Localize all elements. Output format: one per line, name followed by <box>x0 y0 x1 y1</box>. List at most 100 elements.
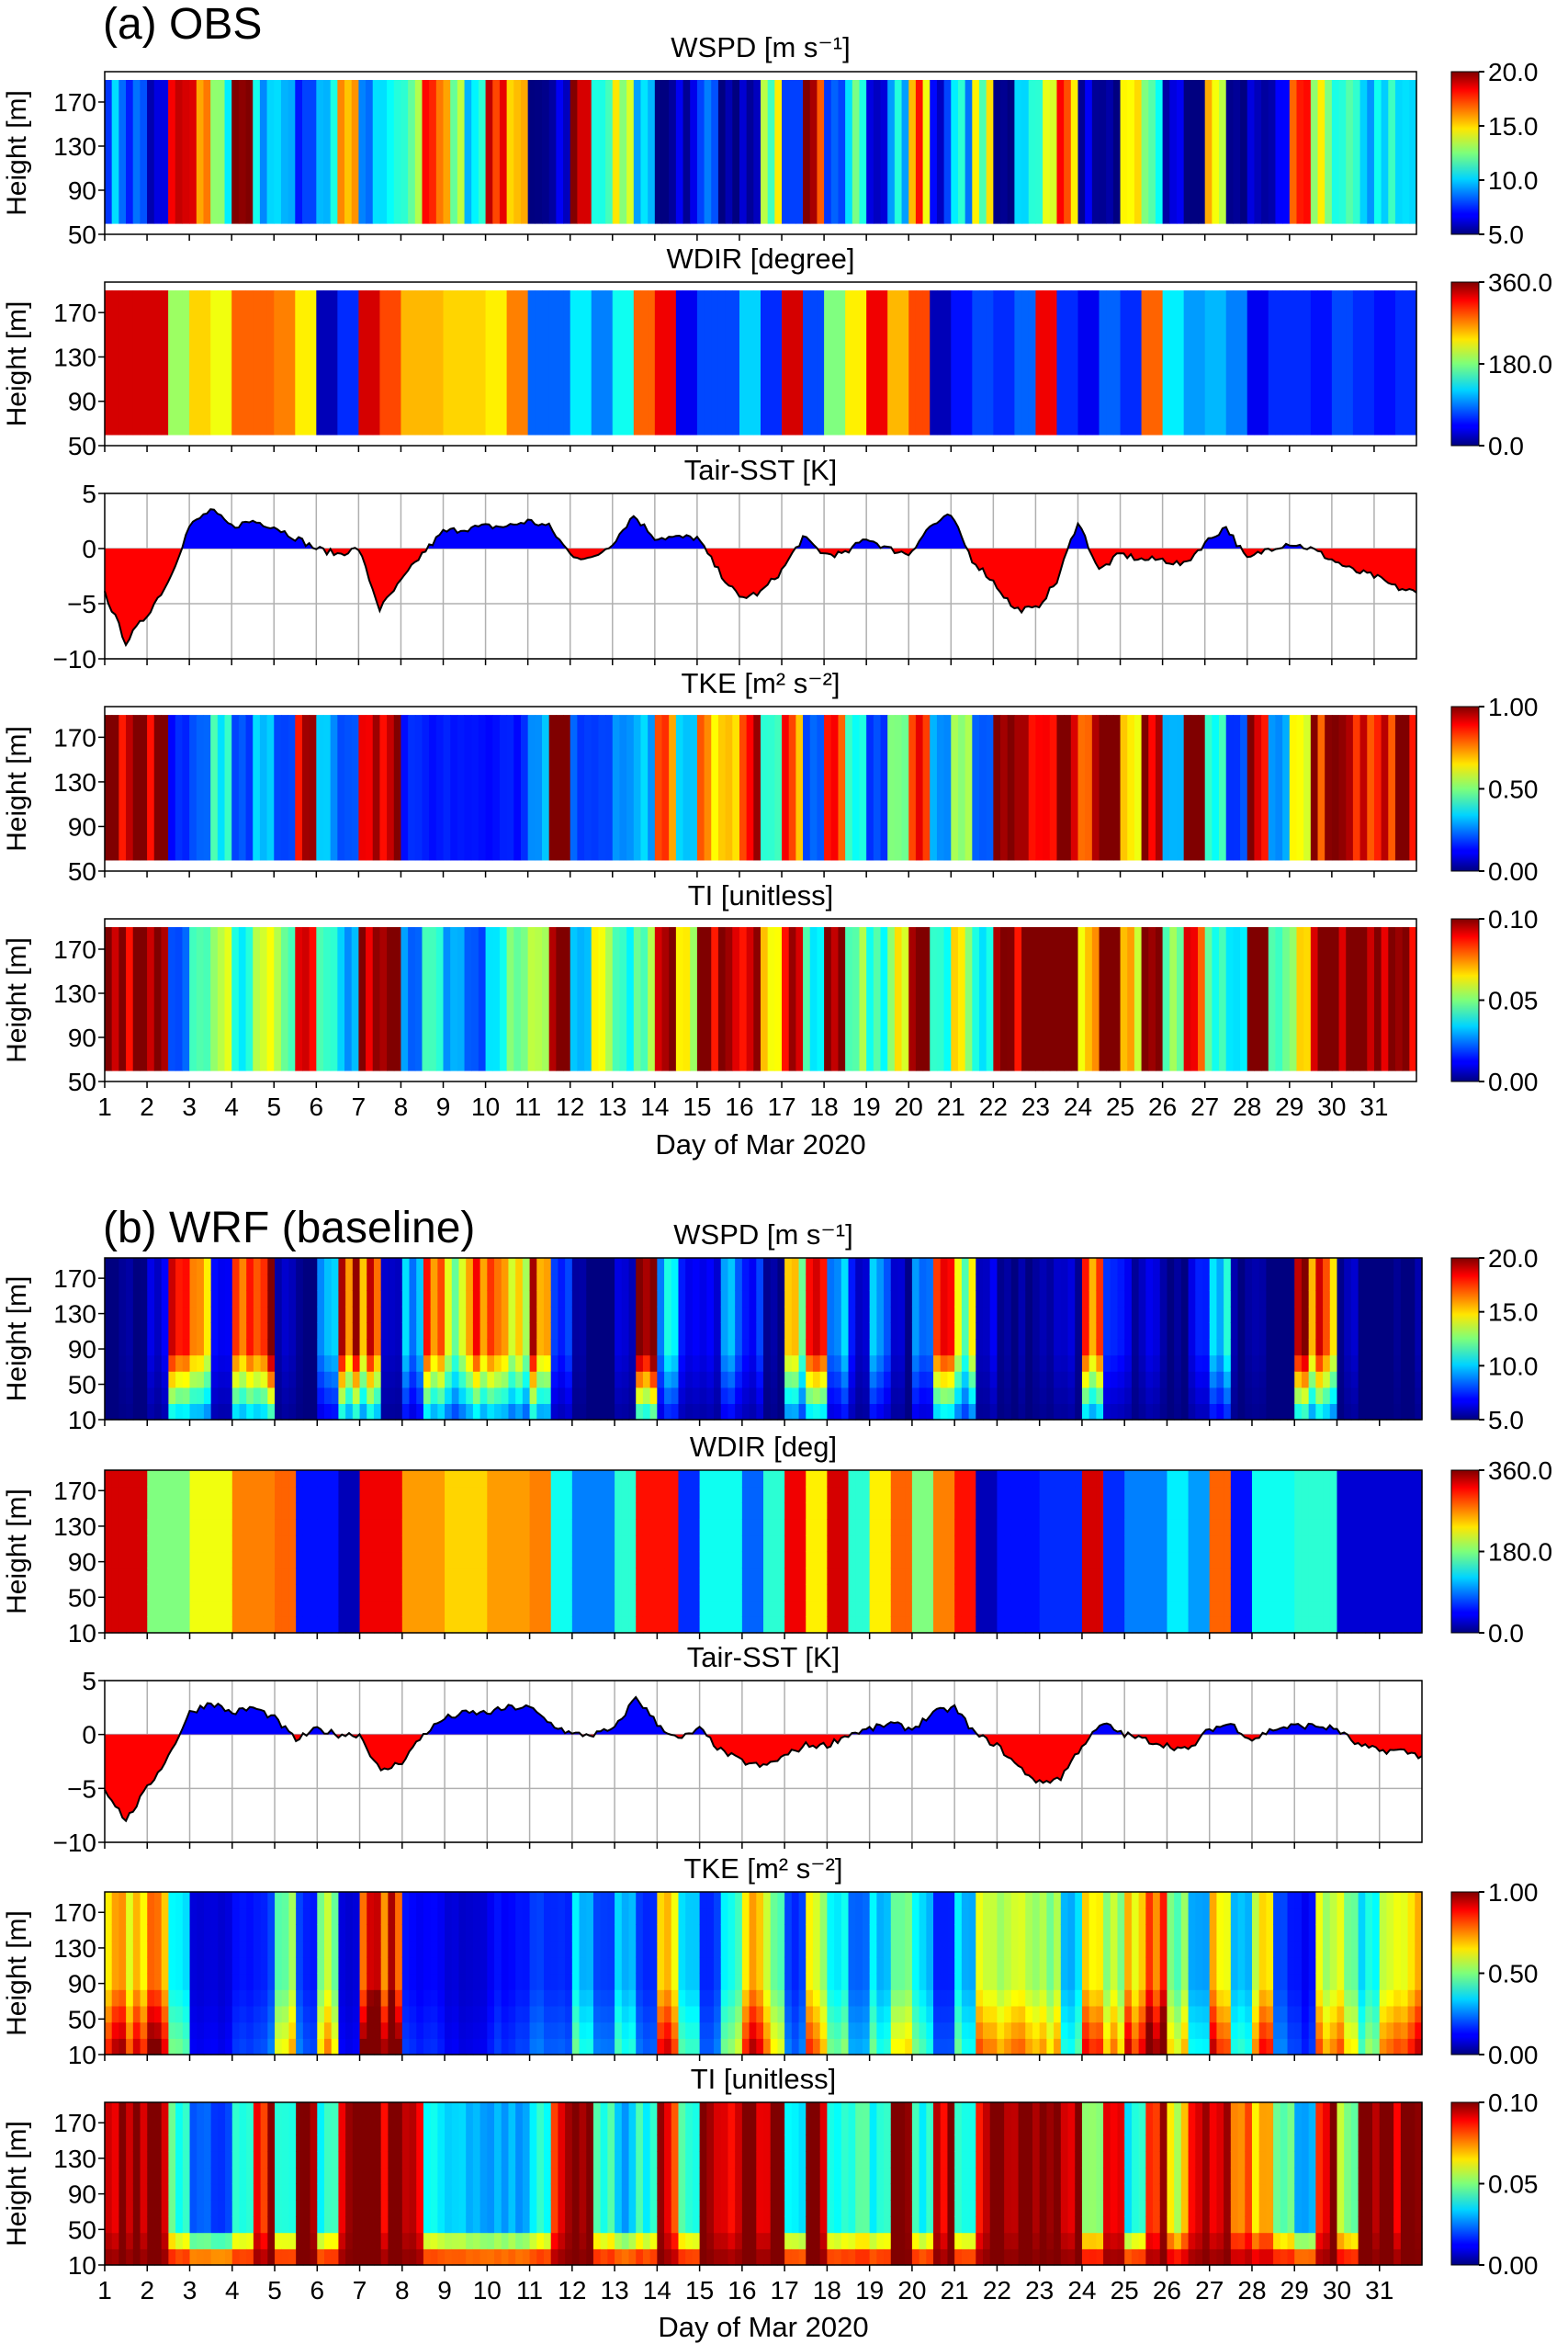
heatmap-cell <box>479 1258 488 1275</box>
heatmap-cell <box>869 1322 877 1340</box>
heatmap-cell <box>367 1600 375 1617</box>
heatmap-cell <box>1216 1600 1224 1617</box>
heatmap-cell <box>1303 80 1312 224</box>
heatmap-cell <box>281 1306 290 1323</box>
heatmap-cell <box>197 1600 205 1617</box>
heatmap-cell <box>351 80 359 224</box>
heatmap-cell <box>862 1387 871 1404</box>
heatmap-cell <box>671 1339 680 1356</box>
heatmap-cell <box>380 1274 389 1291</box>
heatmap-cell <box>451 1387 460 1404</box>
heatmap-cell <box>324 1519 333 1536</box>
heatmap-cell <box>840 1534 850 1553</box>
heatmap-cell <box>1018 1354 1026 1372</box>
heatmap-cell <box>1110 1387 1119 1404</box>
plot-frame <box>104 71 1417 235</box>
heatmap-cell <box>1346 927 1354 1071</box>
heatmap-cell <box>126 1534 134 1553</box>
heatmap-cell <box>855 1371 863 1388</box>
heatmap-cell <box>922 80 931 224</box>
heatmap-cell <box>458 1568 467 1585</box>
heatmap-cell <box>302 1600 311 1617</box>
heatmap-cell <box>1169 290 1178 436</box>
heatmap-cell <box>961 1534 970 1553</box>
heatmap-cell <box>699 1502 707 1520</box>
heatmap-cell <box>714 1534 722 1553</box>
heatmap-cell <box>1240 715 1248 861</box>
heatmap-cell <box>1258 1616 1267 1634</box>
heatmap-cell <box>591 927 600 1071</box>
heatmap-cell <box>535 927 543 1071</box>
heatmap-cell <box>275 1470 283 1488</box>
heatmap-cell <box>692 1322 701 1340</box>
heatmap-cell <box>1315 1486 1324 1503</box>
heatmap-cell <box>388 1371 396 1388</box>
heatmap-cell <box>1294 1519 1303 1536</box>
heatmap-cell <box>1110 1534 1119 1553</box>
heatmap-cell <box>1379 1306 1388 1323</box>
heatmap-cell <box>598 927 606 1071</box>
heatmap-cell <box>302 1502 311 1520</box>
heatmap-cell <box>479 1306 488 1323</box>
heatmap-cell <box>669 715 677 861</box>
heatmap-cell <box>246 1274 254 1291</box>
heatmap-cell <box>175 1371 184 1388</box>
heatmap-cell <box>940 1290 949 1308</box>
heatmap-cell <box>720 1322 729 1340</box>
heatmap-cell <box>1167 1339 1175 1356</box>
heatmap-cell <box>224 290 232 436</box>
heatmap-cell <box>445 1519 453 1536</box>
x-tick-label: 3 <box>182 1093 197 1121</box>
heatmap-cell <box>1081 1322 1090 1340</box>
heatmap-cell <box>380 1519 389 1536</box>
heatmap-cell <box>1372 1568 1381 1585</box>
heatmap-cell <box>777 1486 785 1503</box>
heatmap-cell <box>1415 1258 1423 1275</box>
heatmap-cell <box>1258 1502 1267 1520</box>
heatmap-cell <box>1407 1339 1416 1356</box>
heatmap-cell <box>584 927 592 1071</box>
heatmap-cell <box>628 1534 637 1553</box>
heatmap-cell <box>664 1534 672 1553</box>
heatmap-cell <box>508 1322 516 1340</box>
heatmap-cell <box>126 1519 134 1536</box>
heatmap-cell <box>111 1941 120 1958</box>
heatmap-cell <box>345 1403 354 1421</box>
heatmap-cell <box>1131 1486 1140 1503</box>
heatmap-cell <box>111 1322 120 1340</box>
heatmap-cell <box>848 1339 856 1356</box>
heatmap-cell <box>529 1470 537 1488</box>
heatmap-cell <box>1224 1403 1232 1421</box>
heatmap-cell <box>388 1322 396 1340</box>
heatmap-cell <box>571 1290 581 1308</box>
heatmap-cell <box>409 1371 417 1388</box>
heatmap-cell <box>749 1387 757 1404</box>
heatmap-cell <box>770 1258 779 1275</box>
heatmap-cell <box>182 1322 191 1340</box>
heatmap-cell <box>725 715 733 861</box>
heatmap-cell <box>763 1502 772 1520</box>
heatmap-cell <box>968 1322 976 1340</box>
heatmap-cell <box>852 80 861 224</box>
heatmap-cell <box>529 1583 537 1602</box>
heatmap-cell <box>649 1258 658 1275</box>
heatmap-cell <box>649 1290 658 1308</box>
heatmap-cell <box>494 1486 502 1503</box>
heatmap-cell <box>1103 1486 1111 1503</box>
heatmap-cell <box>1096 1568 1104 1585</box>
heatmap-cell <box>316 715 324 861</box>
heatmap-cell <box>105 1973 113 1990</box>
heatmap-cell <box>894 715 903 861</box>
heatmap-cell <box>105 1892 113 1909</box>
heatmap-cell <box>598 715 606 861</box>
heatmap-cell <box>1010 1274 1020 1291</box>
heatmap-cell <box>1054 1551 1062 1568</box>
heatmap-cell <box>1209 1274 1218 1291</box>
heatmap-cell <box>1273 1568 1281 1585</box>
heatmap-cell <box>472 1290 481 1308</box>
heatmap-cell <box>522 1583 531 1602</box>
heatmap-cell <box>784 1600 793 1617</box>
heatmap-cell <box>997 1551 1005 1568</box>
heatmap-cell <box>1159 1274 1168 1291</box>
heatmap-cell <box>834 1600 842 1617</box>
